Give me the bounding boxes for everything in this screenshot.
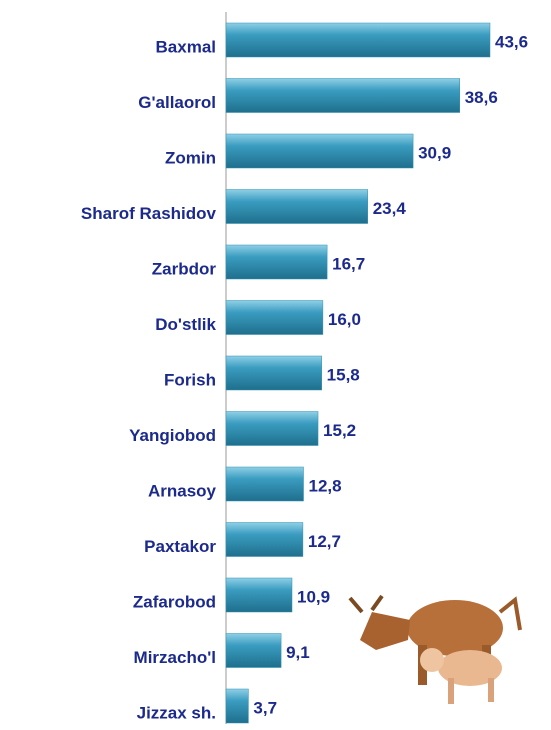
bar — [225, 411, 319, 446]
bar — [225, 355, 322, 391]
value-label: 16,0 — [328, 310, 361, 329]
category-label: Do'stlik — [155, 315, 216, 334]
value-label: 12,7 — [308, 532, 341, 551]
value-label: 16,7 — [332, 254, 365, 273]
category-label: Mirzacho'l — [134, 648, 216, 667]
value-label: 12,8 — [309, 476, 342, 495]
bar — [225, 22, 491, 58]
value-label: 23,4 — [373, 199, 407, 218]
bar — [225, 633, 282, 668]
cow-illustration — [348, 594, 522, 704]
category-label: Arnasoy — [148, 481, 217, 500]
value-label: 15,8 — [327, 365, 360, 384]
bar — [225, 577, 293, 613]
category-label: G'allaorol — [138, 93, 216, 112]
category-label: Zafarobod — [133, 592, 216, 611]
bar — [225, 300, 324, 335]
category-label: Forish — [164, 370, 216, 389]
category-label: Yangiobod — [129, 426, 216, 445]
bar — [225, 133, 414, 169]
bar — [225, 244, 328, 280]
value-label: 30,9 — [418, 143, 451, 162]
category-label: Zomin — [165, 148, 216, 167]
value-label: 43,6 — [495, 32, 528, 51]
value-label: 10,9 — [297, 587, 330, 606]
category-label: Paxtakor — [144, 537, 216, 556]
bar — [225, 522, 304, 557]
value-label: 38,6 — [465, 88, 498, 107]
category-label: Zarbdor — [152, 259, 217, 278]
value-label: 15,2 — [323, 421, 356, 440]
bar — [225, 688, 249, 724]
category-label: Baxmal — [156, 37, 216, 56]
category-label: Sharof Rashidov — [81, 204, 217, 223]
bar — [225, 189, 368, 224]
value-label: 9,1 — [286, 643, 310, 662]
bar — [225, 78, 460, 113]
category-label: Jizzax sh. — [137, 703, 216, 722]
value-label: 3,7 — [253, 698, 277, 717]
bar — [225, 466, 304, 502]
